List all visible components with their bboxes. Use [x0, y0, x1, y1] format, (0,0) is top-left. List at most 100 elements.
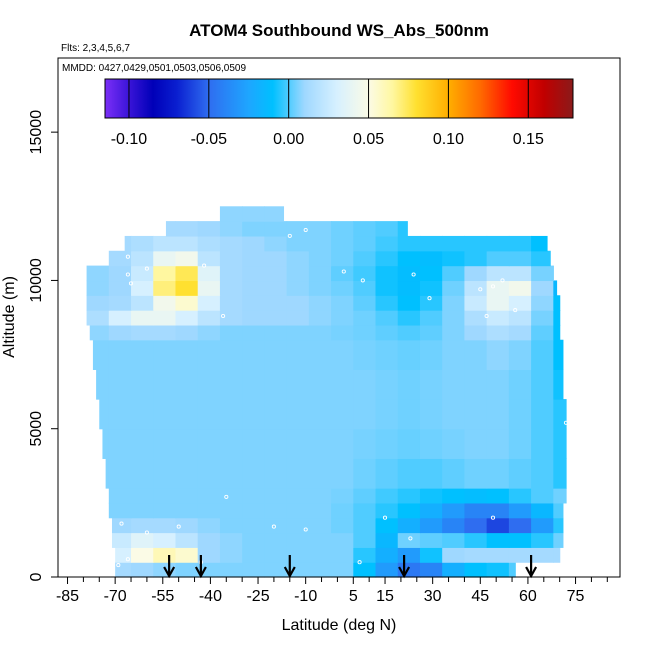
heatmap-cell — [353, 265, 377, 282]
heatmap-cell — [331, 488, 354, 504]
sample-point — [490, 284, 496, 289]
heatmap-cell — [531, 458, 554, 489]
heatmap-cell — [375, 235, 399, 252]
heatmap-cell — [286, 235, 310, 252]
heatmap-cell — [111, 532, 132, 548]
heatmap-cell — [264, 369, 288, 400]
profile-arrow-head — [398, 566, 411, 579]
heatmap-cell — [108, 310, 132, 326]
heatmap-cell — [419, 295, 443, 311]
heatmap-cell — [264, 206, 285, 222]
heatmap-cell — [308, 310, 332, 326]
heatmap-cell — [353, 250, 377, 267]
heatmap-cell — [331, 221, 354, 237]
heatmap-cell — [464, 562, 488, 578]
heatmap-cell — [242, 399, 265, 430]
heatmap-cell — [486, 532, 510, 548]
heatmap-cell — [175, 502, 199, 519]
heatmap-cell — [131, 235, 154, 252]
profile-arrows — [163, 555, 538, 579]
heatmap-cell — [108, 280, 132, 296]
x-tick-label: 75 — [567, 588, 585, 605]
heatmap-cell — [397, 310, 421, 326]
heatmap-cell — [99, 399, 110, 430]
heatmap-cell — [508, 547, 532, 563]
heatmap-cell — [508, 310, 532, 326]
heatmap-cell — [153, 369, 177, 400]
heatmap-cell — [308, 562, 332, 578]
heatmap-cell — [264, 221, 288, 237]
heatmap-cell — [108, 428, 132, 459]
heatmap-cell — [442, 428, 466, 459]
heatmap-cell — [419, 250, 443, 267]
heatmap-cell — [486, 324, 510, 341]
sample-point — [490, 515, 496, 520]
heatmap-cell — [486, 310, 510, 326]
heatmap-cell — [442, 265, 466, 282]
heatmap-cell — [108, 250, 132, 267]
heatmap-cell — [242, 458, 265, 489]
heatmap-cell — [219, 562, 243, 578]
heatmap-cell — [197, 339, 221, 370]
heatmap-cell — [108, 339, 132, 370]
y-axis: 0 5000 10000 15000 — [28, 110, 58, 581]
colorbar-tick-label: -0.05 — [191, 131, 228, 148]
sample-point — [360, 278, 365, 283]
heatmap-cell — [331, 428, 354, 459]
sample-point — [221, 313, 226, 319]
heatmap-cell — [308, 221, 332, 237]
heatmap-cell — [553, 428, 567, 459]
x-tick-label: 60 — [519, 588, 537, 605]
heatmap-cell — [286, 295, 310, 311]
heatmap-cell — [219, 458, 243, 489]
colorbar-ticks: -0.10 -0.05 0.00 0.05 0.10 0.15 — [111, 79, 544, 148]
heatmap-cell — [115, 562, 132, 578]
x-tick-label: 30 — [424, 588, 442, 605]
heatmap-cell — [442, 502, 466, 519]
heatmap-cell — [264, 399, 288, 430]
sample-point — [382, 515, 388, 520]
sample-point — [408, 536, 413, 541]
sample-point — [500, 278, 505, 283]
heatmap-cell — [531, 280, 554, 296]
profile-arrow — [283, 555, 296, 579]
x-axis: -85 -70 -55 -40 -25 -10 5 15 30 45 60 75 — [56, 577, 608, 605]
heatmap-cell — [153, 310, 177, 326]
heatmap-cell — [153, 428, 177, 459]
heatmap-cell — [131, 295, 154, 311]
sample-point — [303, 227, 308, 233]
heatmap-cell — [108, 502, 132, 519]
x-tick-label: -70 — [104, 588, 127, 605]
x-tick-label: -40 — [199, 588, 222, 605]
heatmap-cell — [242, 532, 265, 548]
heatmap-cell — [108, 488, 132, 504]
heatmap-cell — [219, 488, 243, 504]
heatmap-cell — [331, 280, 354, 296]
heatmap-cell — [131, 562, 154, 578]
heatmap-cell — [219, 339, 243, 370]
heatmap-cell — [286, 532, 310, 548]
heatmap-cell — [308, 502, 332, 519]
heatmap-cell — [331, 339, 354, 370]
heatmap-cell — [553, 547, 561, 563]
sample-point — [202, 263, 207, 268]
heatmap-cell — [219, 517, 243, 534]
heatmap-cell — [486, 428, 510, 459]
sample-point — [125, 557, 130, 562]
heatmap-cell — [486, 562, 510, 578]
heatmap-cell — [419, 280, 443, 296]
heatmap-cell — [264, 458, 288, 489]
heatmap-cell — [375, 428, 399, 459]
heatmap-cell — [242, 324, 265, 341]
heatmap-cell — [175, 562, 199, 578]
sample-point — [287, 233, 292, 238]
heatmap-cell — [308, 369, 332, 400]
heatmap-cell — [353, 221, 377, 237]
heatmap-cell — [153, 280, 177, 296]
sample-point — [478, 287, 483, 292]
heatmap-cell — [486, 339, 510, 370]
heatmap-cell — [397, 428, 421, 459]
heatmap-cell — [331, 295, 354, 311]
heatmap-cell — [242, 250, 265, 267]
y-axis-label: Altitude (m) — [1, 276, 18, 358]
